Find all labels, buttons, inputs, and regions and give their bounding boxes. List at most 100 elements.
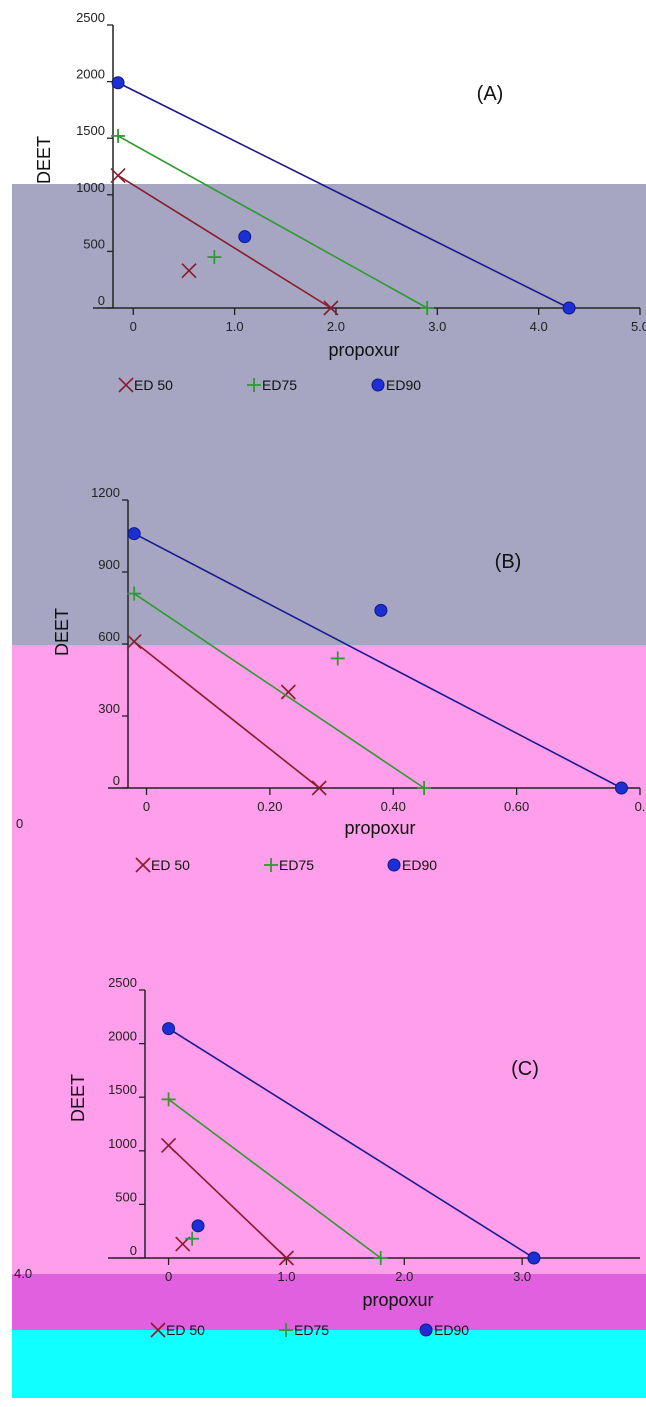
legend-marker-0: [118, 377, 134, 393]
panel-b-series: [126, 527, 628, 796]
series-endpoint-y-0: [126, 634, 142, 650]
panel-b-ticks: 0 300 600 900 1200 0 0.20 0.40 0.60 0.: [91, 485, 645, 814]
x-tick-label: 1.0: [277, 1269, 295, 1284]
series-endpoint-y-0: [110, 167, 126, 184]
series-combination-point-2: [191, 1219, 205, 1233]
y-tick-label: 2500: [76, 10, 105, 25]
x-tick-label: 0.40: [381, 799, 406, 814]
series-combination-point-2: [374, 603, 388, 617]
legend-marker-1: [264, 858, 278, 872]
x-tick-label: 1.0: [226, 319, 244, 334]
series-endpoint-y-2: [162, 1022, 176, 1036]
band-white-top: [0, 0, 646, 184]
series-endpoint-y-2: [111, 76, 125, 90]
band-magenta: [12, 1274, 646, 1330]
series-combination-point-0: [280, 684, 296, 700]
series-endpoint-x-0: [311, 780, 327, 796]
x-tick-label: 4.0: [530, 319, 548, 334]
x-tick-label: 0.20: [257, 799, 282, 814]
series-line-0: [117, 174, 332, 309]
series-combination-point-1: [207, 250, 222, 265]
panel-a-label: (A): [477, 83, 504, 105]
panel-c-stray-text: 4.0: [14, 1266, 32, 1281]
x-tick-label: 3.0: [428, 319, 446, 334]
legend-marker-0: [135, 857, 151, 873]
series-combination-point-1: [330, 651, 345, 666]
y-tick-label: 2000: [76, 67, 105, 82]
y-tick-label: 2000: [108, 1029, 137, 1044]
panel-c-x-title: propoxur: [362, 1290, 433, 1310]
panel-c-legend: ED 50 ED75 ED90: [150, 1322, 469, 1338]
panel-a-ticks: 0 500 1000 1500 2000 2500 0 1.0 2.0 3.0 4.0 5.0: [76, 10, 646, 334]
panel-c-label: (C): [511, 1058, 539, 1080]
y-tick-label: 500: [83, 236, 105, 251]
series-combination-point-2: [238, 230, 252, 244]
panel-a-series: [110, 76, 576, 316]
series-endpoint-y-2: [127, 527, 141, 541]
series-endpoint-y-1: [111, 128, 126, 143]
band-pink: [12, 645, 646, 1325]
series-endpoint-y-0: [161, 1137, 177, 1154]
y-tick-label: 1200: [91, 485, 120, 500]
legend-label-1: ED75: [279, 857, 314, 873]
series-endpoint-x-2: [527, 1251, 541, 1265]
band-cyan: [12, 1330, 646, 1398]
panel-c-y-title: DEET: [68, 1074, 88, 1122]
y-tick-label: 0: [98, 293, 105, 308]
y-tick-label: 500: [115, 1189, 137, 1204]
legend-label-2: ED90: [434, 1322, 469, 1338]
y-tick-label: 600: [98, 629, 120, 644]
panel-c-axes: [108, 990, 640, 1259]
series-line-1: [133, 592, 425, 789]
chart-panel-b: 0 300 600 900 1200 0 0.20 0.40 0.60 0. propoxur D…: [16, 485, 645, 873]
panel-c-ticks: 0 500 1000 1500 2000 2500 0 1.0 2.0 3.0: [108, 975, 531, 1284]
panel-a-x-title: propoxur: [328, 340, 399, 360]
x-tick-label: 2.0: [327, 319, 345, 334]
y-tick-label: 0: [113, 773, 120, 788]
series-endpoint-y-1: [161, 1092, 176, 1107]
legend-label-0: ED 50: [151, 857, 190, 873]
series-line-2: [168, 1027, 535, 1259]
legend-marker-2: [371, 378, 385, 392]
x-tick-label: 0: [130, 319, 137, 334]
series-line-1: [168, 1098, 382, 1259]
legend-marker-2: [387, 858, 401, 872]
series-line-0: [133, 640, 320, 789]
legend-label-1: ED75: [262, 377, 297, 393]
legend-label-1: ED75: [294, 1322, 329, 1338]
series-combination-point-0: [181, 263, 197, 279]
panel-b-axes: [108, 500, 640, 789]
series-endpoint-x-1: [420, 301, 435, 315]
series-endpoint-x-2: [614, 781, 628, 795]
legend-marker-1: [279, 1323, 293, 1337]
y-tick-label: 1500: [76, 123, 105, 138]
series-line-2: [117, 82, 570, 309]
panel-b-label: (B): [495, 551, 522, 573]
x-tick-label: 0.60: [504, 799, 529, 814]
x-tick-label: 3.0: [513, 1269, 531, 1284]
legend-marker-0: [150, 1322, 166, 1338]
y-tick-label: 300: [98, 701, 120, 716]
series-endpoint-x-0: [278, 1250, 294, 1266]
legend-label-0: ED 50: [166, 1322, 205, 1338]
panel-b-stray-text: 0: [16, 816, 23, 831]
series-endpoint-x-1: [373, 1251, 388, 1265]
legend-marker-1: [247, 378, 261, 392]
series-line-0: [168, 1144, 287, 1259]
legend-label-2: ED90: [402, 857, 437, 873]
y-tick-label: 1000: [76, 180, 105, 195]
y-tick-label: 900: [98, 557, 120, 572]
panel-a-axes: [93, 25, 640, 309]
y-tick-label: 2500: [108, 975, 137, 990]
series-combination-point-1: [185, 1231, 200, 1246]
legend-marker-2: [419, 1323, 433, 1337]
panel-b-legend: ED 50 ED75 ED90: [135, 857, 437, 873]
y-tick-label: 0: [130, 1243, 137, 1258]
legend-label-2: ED90: [386, 377, 421, 393]
x-tick-label: 2.0: [395, 1269, 413, 1284]
panel-c-series: [161, 1022, 541, 1266]
panel-a-legend: ED 50 ED75 ED90: [118, 377, 421, 393]
y-tick-label: 1500: [108, 1082, 137, 1097]
